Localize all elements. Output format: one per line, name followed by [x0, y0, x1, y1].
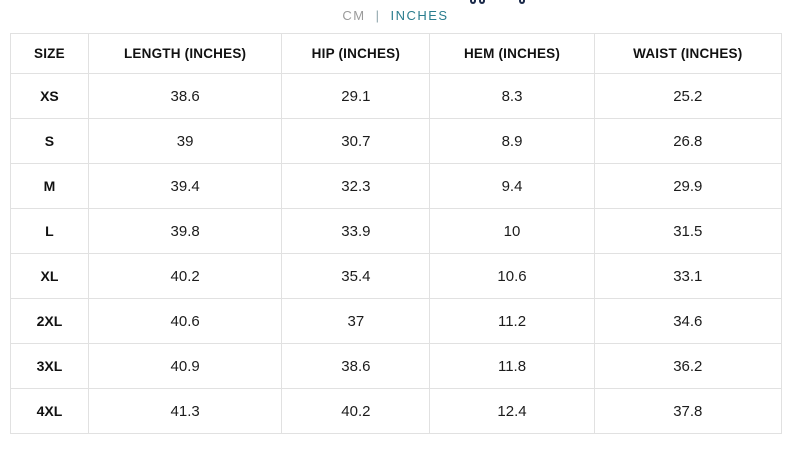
measurement-value: 26.8 — [593, 118, 783, 164]
measurement-value: 10.6 — [429, 253, 595, 299]
size-label: 2XL — [10, 298, 89, 344]
table-row: XL 40.2 35.4 10.6 33.1 — [10, 253, 783, 299]
measurement-value: 8.3 — [429, 73, 595, 119]
size-label: XL — [10, 253, 89, 299]
measurement-value: 39.8 — [87, 208, 283, 254]
size-chart-table: SIZE LENGTH (INCHES) HIP (INCHES) HEM (INCH… — [10, 33, 783, 434]
table-row: XS 38.6 29.1 8.3 25.2 — [10, 73, 783, 119]
size-label: XS — [10, 73, 89, 119]
measurement-value: 12.4 — [429, 388, 595, 434]
size-label: 4XL — [10, 388, 89, 434]
measurement-value: 40.6 — [87, 298, 283, 344]
measurement-value: 32.3 — [281, 163, 431, 209]
clipped-title-remnant — [0, 0, 791, 5]
column-header: HEM (INCHES) — [429, 33, 595, 74]
size-label: S — [10, 118, 89, 164]
measurement-value: 11.8 — [429, 343, 595, 389]
measurement-value: 25.2 — [593, 73, 783, 119]
measurement-value: 31.5 — [593, 208, 783, 254]
table-row: S 39 30.7 8.9 26.8 — [10, 118, 783, 164]
column-header: HIP (INCHES) — [281, 33, 431, 74]
table-row: 3XL 40.9 38.6 11.8 36.2 — [10, 343, 783, 389]
table-row: M 39.4 32.3 9.4 29.9 — [10, 163, 783, 209]
measurement-value: 29.1 — [281, 73, 431, 119]
column-header: LENGTH (INCHES) — [87, 33, 283, 74]
measurement-value: 29.9 — [593, 163, 783, 209]
unit-cm-button[interactable]: CM — [342, 8, 366, 23]
measurement-value: 39 — [87, 118, 283, 164]
measurement-value: 36.2 — [593, 343, 783, 389]
measurement-value: 33.9 — [281, 208, 431, 254]
clipped-letter-descender — [519, 0, 525, 4]
measurement-value: 9.4 — [429, 163, 595, 209]
column-header: WAIST (INCHES) — [593, 33, 783, 74]
measurement-value: 40.2 — [281, 388, 431, 434]
measurement-value: 35.4 — [281, 253, 431, 299]
measurement-value: 39.4 — [87, 163, 283, 209]
table-row: L 39.8 33.9 10 31.5 — [10, 208, 783, 254]
unit-toggle-separator: | — [375, 8, 381, 23]
clipped-letter-descender — [470, 0, 476, 4]
measurement-value: 10 — [429, 208, 595, 254]
measurement-value: 40.2 — [87, 253, 283, 299]
measurement-value: 37.8 — [593, 388, 783, 434]
measurement-value: 11.2 — [429, 298, 595, 344]
measurement-value: 37 — [281, 298, 431, 344]
size-label: M — [10, 163, 89, 209]
table-row: 2XL 40.6 37 11.2 34.6 — [10, 298, 783, 344]
measurement-value: 38.6 — [281, 343, 431, 389]
measurement-value: 30.7 — [281, 118, 431, 164]
size-label: 3XL — [10, 343, 89, 389]
measurement-value: 33.1 — [593, 253, 783, 299]
measurement-value: 38.6 — [87, 73, 283, 119]
unit-toggle: CM | INCHES — [0, 8, 791, 23]
column-header: SIZE — [10, 33, 89, 74]
measurement-value: 34.6 — [593, 298, 783, 344]
header-row: SIZE LENGTH (INCHES) HIP (INCHES) HEM (INCH… — [10, 33, 783, 74]
table-body: XS 38.6 29.1 8.3 25.2 S 39 30.7 8.9 26.8 M 39.4 32.3… — [10, 73, 783, 434]
measurement-value: 8.9 — [429, 118, 595, 164]
measurement-value: 41.3 — [87, 388, 283, 434]
size-label: L — [10, 208, 89, 254]
unit-inches-button[interactable]: INCHES — [390, 8, 449, 23]
table-row: 4XL 41.3 40.2 12.4 37.8 — [10, 388, 783, 434]
measurement-value: 40.9 — [87, 343, 283, 389]
clipped-letter-descender — [479, 0, 485, 4]
